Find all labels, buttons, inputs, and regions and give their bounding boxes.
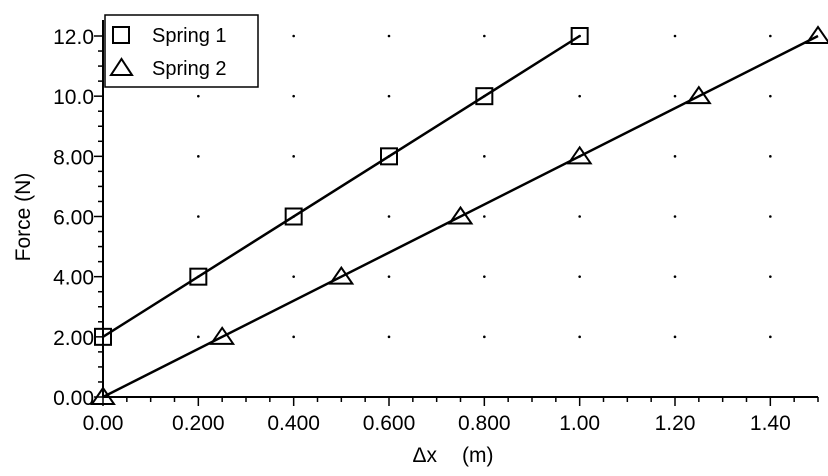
tick-labels: 0.00 0.200 0.400 0.600 0.800 1.00 1.20 1.40 0.00… [53,26,791,435]
data-point-spring-2 [90,386,116,405]
legend-label-spring-1: Spring 1 [152,25,227,47]
grid-dot [292,275,295,278]
data-point-spring-2 [209,326,236,345]
grid-dot [483,335,486,339]
grid-dot [292,335,295,339]
fit-line-1 [102,34,581,338]
data-point-spring-1 [284,207,303,226]
grid-dot [578,94,581,98]
grid-dot [483,155,486,158]
grid [197,34,772,339]
grid-dot [673,34,677,38]
y-tick-label: 6.00 [53,207,94,230]
y-tick-label: 2.00 [53,327,94,350]
x-tick-label: 1.00 [559,412,600,435]
data-point-spring-2 [328,265,355,285]
grid-dot [578,335,581,339]
data-point-spring-1 [189,267,208,286]
grid-dot [673,275,677,278]
x-tick-label: 0.00 [83,412,124,435]
grid-dot [769,275,772,278]
data-point-spring-2 [566,145,593,165]
grid-dot [292,94,295,98]
grid-dot [197,335,200,339]
data-point-spring-1 [570,27,589,45]
grid-dot [769,34,772,38]
y-tick-label: 0.00 [53,387,94,410]
grid-dot [673,215,677,218]
grid-dot [197,155,200,158]
legend-label-spring-2: Spring 2 [152,58,227,80]
x-axis-title-symbol: Δx [412,444,437,467]
grid-dot [387,94,391,98]
grid-dot [673,335,677,339]
x-axis-title-unit: (m) [462,444,493,467]
fit-line-2 [102,34,819,399]
grid-dot [483,215,486,218]
grid-dot [673,94,677,98]
x-tick-label: 1.40 [750,412,791,435]
data-point-spring-1 [380,147,398,166]
series-group [90,25,828,405]
legend: Spring 1 Spring 2 [104,14,259,88]
x-tick-label: 1.20 [655,412,696,435]
grid-dot [292,34,295,38]
y-tick-label: 8.00 [53,146,94,169]
y-tick-label: 10.0 [53,86,94,109]
grid-dot [769,155,772,158]
grid-dot [387,335,391,339]
data-point-spring-1 [94,327,112,346]
grid-dot [387,215,391,218]
grid-dot [387,34,391,38]
data-point-spring-2 [805,25,828,44]
grid-dot [673,155,677,158]
grid-dot [769,94,772,98]
grid-dot [578,215,581,218]
grid-dot [483,34,486,38]
grid-dot [197,94,200,98]
data-point-spring-2 [447,205,474,225]
grid-dot [387,275,391,278]
grid-dot [292,155,295,158]
grid-dot [197,215,200,218]
data-point-spring-1 [475,87,494,106]
x-tick-label: 0.400 [267,412,320,435]
grid-dot [769,215,772,218]
grid-dot [578,275,581,278]
y-tick-label: 12.0 [53,26,94,49]
x-tick-label: 0.600 [363,412,416,435]
y-tick-label: 4.00 [53,267,94,290]
legend-marker-square [112,26,130,44]
axes [94,20,819,406]
grid-dot [769,335,772,339]
legend-marker-triangle [109,57,134,76]
x-tick-label: 0.800 [458,412,511,435]
grid-dot [483,275,486,278]
data-point-spring-2 [685,85,712,105]
x-tick-label: 0.200 [172,412,225,435]
y-axis-title: Force (N) [12,173,35,262]
